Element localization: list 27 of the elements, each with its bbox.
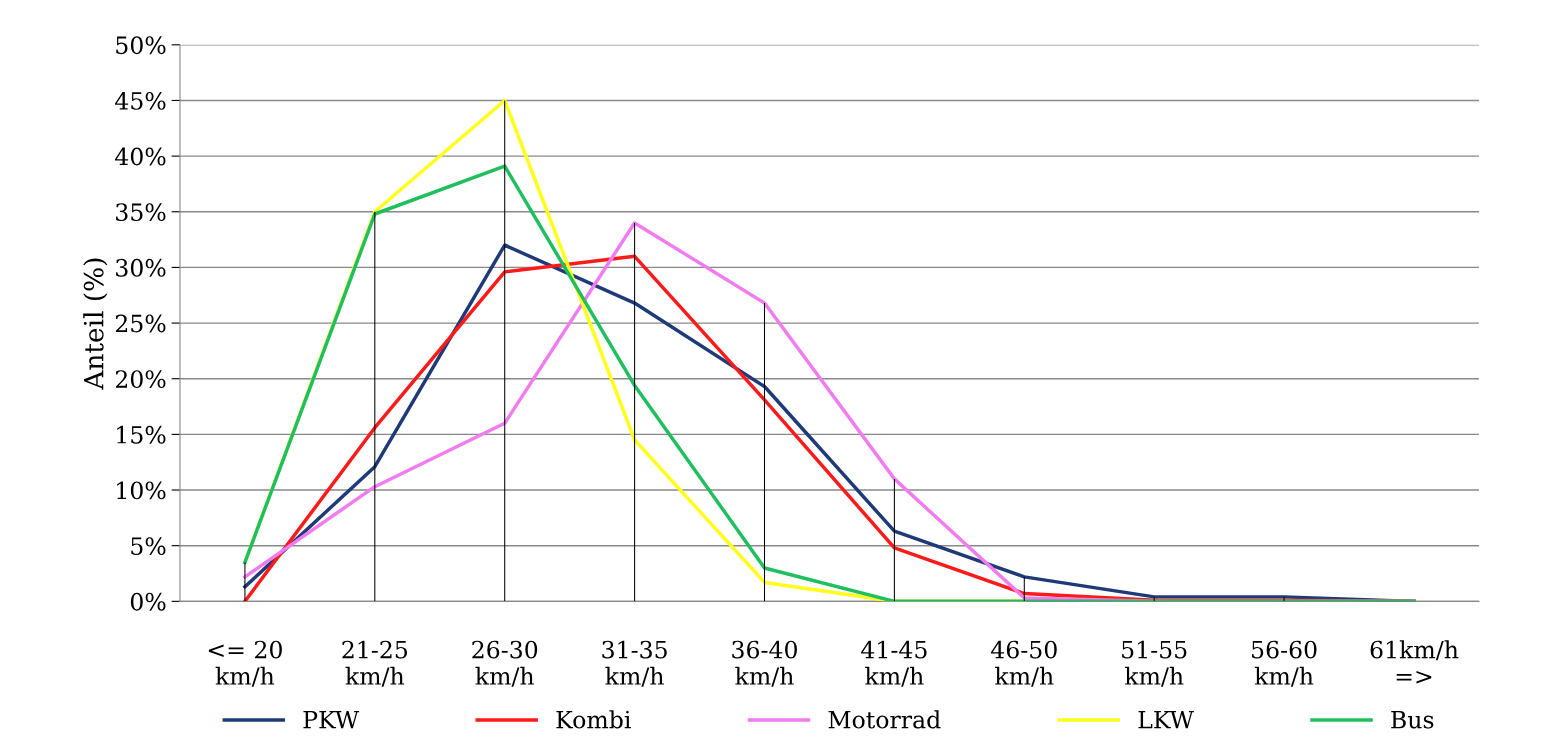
y-tick-label: 30% [116, 258, 166, 277]
x-tick-label: 51-55 km/h [1122, 640, 1187, 687]
y-tick-label: 10% [117, 481, 166, 500]
y-tick-label: 50% [116, 36, 166, 55]
x-tick-label: 56-60 km/h [1252, 640, 1317, 687]
x-tick-label: 46-50 km/h [990, 640, 1057, 687]
x-tick-label: 21-25 km/h [342, 640, 408, 687]
legend-label: Motorrad [828, 710, 941, 729]
x-tick-label: 61km/h => [1370, 640, 1459, 684]
x-tick-label: 31-35 km/h [602, 640, 667, 687]
y-tick-label: 5% [131, 537, 166, 555]
y-tick-label: 20% [115, 370, 166, 389]
legend-label: PKW [303, 711, 360, 729]
x-tick-label: 41-45 km/h [861, 640, 927, 687]
x-tick-label: <= 20 km/h [208, 640, 282, 687]
legend-label: Kombi [556, 710, 631, 729]
x-tick-label: 36-40 km/h [732, 640, 797, 687]
y-tick-label: 15% [117, 425, 166, 444]
y-tick-label: 40% [115, 147, 166, 166]
y-tick-label: 0% [130, 592, 166, 611]
x-tick-label: 26-30 km/h [472, 640, 538, 687]
y-tick-label: 25% [115, 314, 166, 333]
legend-label: Bus [1391, 711, 1434, 729]
y-tick-label: 45% [115, 91, 166, 110]
y-tick-label: 35% [116, 203, 166, 222]
legend-label: LKW [1138, 711, 1194, 729]
y-axis-title: Anteil (%) [83, 258, 108, 390]
